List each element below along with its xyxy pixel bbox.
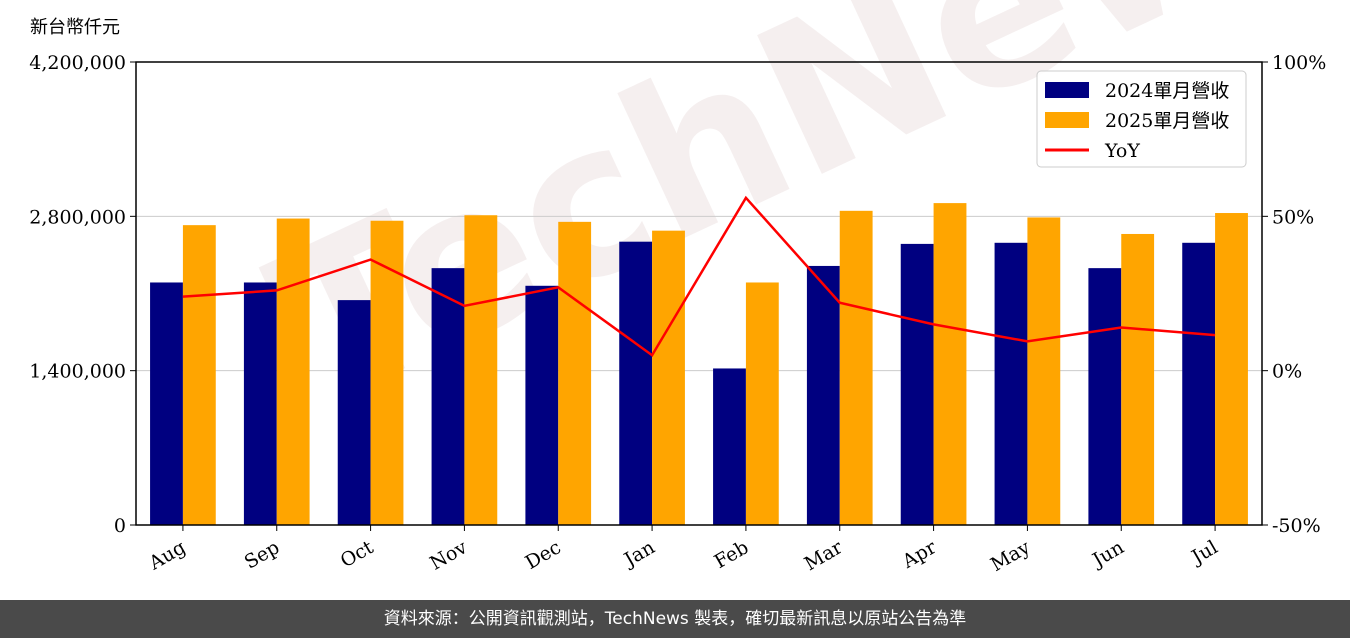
yoy-line bbox=[182, 195, 1216, 358]
legend-swatch bbox=[1045, 82, 1089, 98]
y-axis-label: 新台幣仟元 bbox=[30, 17, 120, 38]
x-tick-label: Apr bbox=[898, 536, 941, 573]
bar-2025 bbox=[745, 282, 779, 525]
x-tick-label: Aug bbox=[145, 536, 190, 575]
bar-2024 bbox=[243, 282, 277, 525]
legend-box bbox=[1036, 70, 1247, 168]
y-tick-label: 1,400,000 bbox=[29, 361, 126, 383]
bar-2024 bbox=[806, 265, 840, 525]
legend-label: 2025單月營收 bbox=[1105, 110, 1229, 132]
x-tick-label: Sep bbox=[241, 536, 284, 573]
bar-2025 bbox=[933, 203, 967, 525]
legend: 2024單月營收 2025單月營收 YoY bbox=[1036, 70, 1247, 168]
bar-2025 bbox=[1027, 217, 1061, 525]
x-tick-label: Dec bbox=[522, 536, 565, 574]
x-tick-label: Nov bbox=[426, 536, 471, 575]
x-tick-label: Jan bbox=[619, 536, 659, 572]
y2-tick-label: 100% bbox=[1272, 52, 1326, 74]
bar-2025 bbox=[1121, 233, 1155, 525]
bar-2024 bbox=[713, 368, 746, 525]
x-tick-label: Oct bbox=[337, 536, 378, 572]
plot-frame bbox=[135, 61, 1263, 526]
x-tick-label: Jul bbox=[1186, 536, 1221, 569]
legend-label: 2024單月營收 bbox=[1105, 80, 1229, 102]
source-footer: 資料來源：公開資訊觀測站，TechNews 製表，確切最新訊息以原站公告為準 bbox=[0, 600, 1350, 638]
bar-2024 bbox=[525, 285, 559, 525]
bar-2024 bbox=[619, 241, 653, 525]
x-tick-label: May bbox=[987, 536, 1034, 576]
bar-2024 bbox=[1088, 268, 1122, 525]
bar-2025 bbox=[276, 218, 310, 526]
bar-2025 bbox=[558, 221, 592, 525]
gridlines bbox=[136, 215, 1262, 372]
bar-2024 bbox=[994, 242, 1028, 526]
revenue-chart: 0 1,400,000 2,800,000 4,200,000 -50% 0% 50% 100… bbox=[29, 17, 1326, 576]
bar-2025 bbox=[839, 210, 873, 526]
y-tick-label: 4,200,000 bbox=[29, 52, 126, 74]
legend-swatch bbox=[1045, 112, 1089, 128]
bar-2025 bbox=[1215, 213, 1248, 525]
bar-2024 bbox=[431, 268, 465, 525]
bar-2024 bbox=[900, 243, 934, 525]
y-tick-label: 2,800,000 bbox=[29, 206, 126, 228]
bar-2024 bbox=[150, 282, 183, 525]
y2-tick-label: -50% bbox=[1272, 515, 1321, 537]
bar-2024 bbox=[1182, 242, 1216, 526]
x-tick-label: Jun bbox=[1087, 536, 1128, 572]
x-tick-label: Feb bbox=[711, 536, 753, 573]
bar-2025 bbox=[464, 215, 498, 525]
y2-tick-label: 50% bbox=[1272, 206, 1314, 228]
bar-2025 bbox=[370, 220, 404, 525]
y2-tick-label: 0% bbox=[1272, 361, 1302, 383]
bar-2025 bbox=[652, 230, 685, 525]
bar-2024 bbox=[337, 300, 371, 525]
x-tick-label: Mar bbox=[801, 536, 847, 575]
legend-label: YoY bbox=[1104, 140, 1140, 162]
bar-2025 bbox=[182, 225, 216, 525]
y-tick-label: 0 bbox=[114, 515, 126, 537]
bars bbox=[150, 203, 1248, 526]
yoy-series-line bbox=[182, 195, 1216, 358]
